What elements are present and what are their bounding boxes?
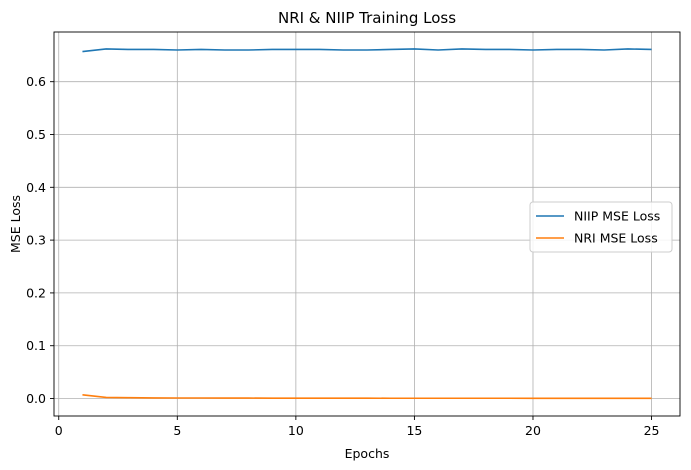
x-tick-label-4: 20 <box>525 423 541 438</box>
x-axis-label: Epochs <box>345 446 390 461</box>
series-lines <box>82 48 652 400</box>
series-line-1 <box>82 394 652 400</box>
legend-box <box>529 201 673 253</box>
series-line-0 <box>82 48 652 53</box>
x-tick-label-5: 25 <box>644 423 660 438</box>
x-tick-label-0: 0 <box>55 423 63 438</box>
x-tick-label-3: 15 <box>406 423 422 438</box>
y-axis-label: MSE Loss <box>8 195 23 253</box>
legend-label-0: NIIP MSE Loss <box>574 209 660 224</box>
chart-title: NRI & NIIP Training Loss <box>278 9 456 27</box>
y-tick-label-2: 0.2 <box>26 285 46 300</box>
plot-frame <box>53 31 681 417</box>
y-tick-label-5: 0.5 <box>26 127 46 142</box>
y-tick-label-6: 0.6 <box>26 74 46 89</box>
plot-border <box>53 31 681 417</box>
x-tick-label-2: 10 <box>288 423 304 438</box>
x-tick-label-1: 5 <box>173 423 181 438</box>
y-tick-label-1: 0.1 <box>26 338 46 353</box>
legend: NIIP MSE Loss NRI MSE Loss <box>529 201 673 253</box>
y-tick-label-0: 0.0 <box>26 391 46 406</box>
legend-label-1: NRI MSE Loss <box>574 231 658 246</box>
y-tick-label-4: 0.4 <box>26 180 46 195</box>
axis-ticks: 0 5 10 15 20 25 0.0 0.1 0.2 0.3 0.4 0.5 0.6 <box>26 74 659 438</box>
y-tick-label-3: 0.3 <box>26 233 46 248</box>
